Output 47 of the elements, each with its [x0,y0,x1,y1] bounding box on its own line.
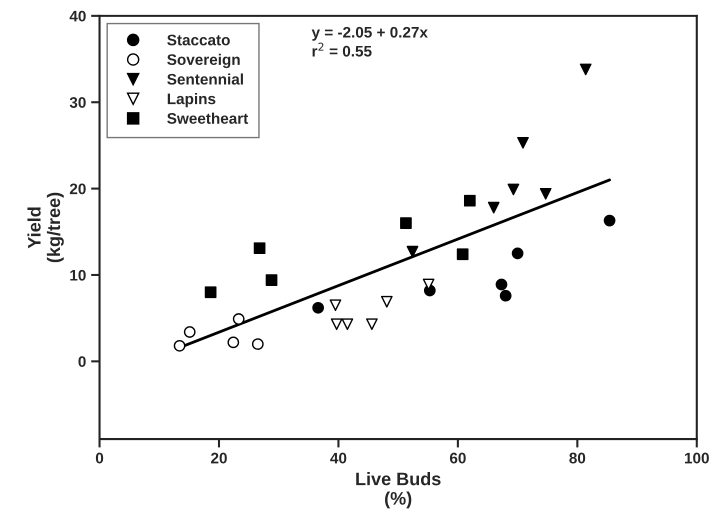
point [500,290,512,302]
point [184,326,196,338]
point [252,338,264,350]
point [380,296,393,308]
annotation: y = -2.05 + 0.27x [312,26,428,41]
y-tick-label: 10 [70,270,86,281]
x-tick-label: 20 [211,452,227,464]
x-tick-label: 0 [96,452,104,464]
legend-label: Sentennial [167,73,243,85]
y-tick-label: 30 [70,97,86,108]
point [604,214,616,226]
y-tick-label: 40 [70,10,86,22]
point [456,248,469,260]
x-tick-label: 60 [450,452,466,464]
point [580,64,592,76]
point [488,202,500,214]
legend-label: Sweetheart [167,112,248,124]
point [464,194,476,207]
point [266,274,278,286]
point [330,299,342,312]
annotation: r$^{2}$ = 0.55 [312,42,372,57]
point [512,248,524,260]
point [517,136,529,149]
point [254,242,266,254]
point [330,318,342,330]
point [312,302,324,314]
x-tick-label: 40 [330,452,346,464]
y-axis-title: Yield (kg/tree) [27,192,64,262]
point [400,217,412,229]
legend-label: Lapins [168,93,216,108]
point [508,184,520,196]
y-tick-label: 0 [78,356,86,368]
point [540,188,552,200]
legend-label: Sovereign [167,54,240,68]
y-tick-label: 20 [70,183,86,194]
point [232,313,245,325]
x-tick-label: 100 [685,452,709,464]
point [406,246,418,258]
point [227,336,240,348]
point [496,278,508,290]
legend-label: Staccato [167,34,230,46]
x-tick-label: 80 [569,452,586,464]
point [204,286,216,298]
point [342,318,354,330]
point [174,340,186,352]
x-axis-title: Live Buds (%) [356,472,441,508]
point [366,318,378,330]
